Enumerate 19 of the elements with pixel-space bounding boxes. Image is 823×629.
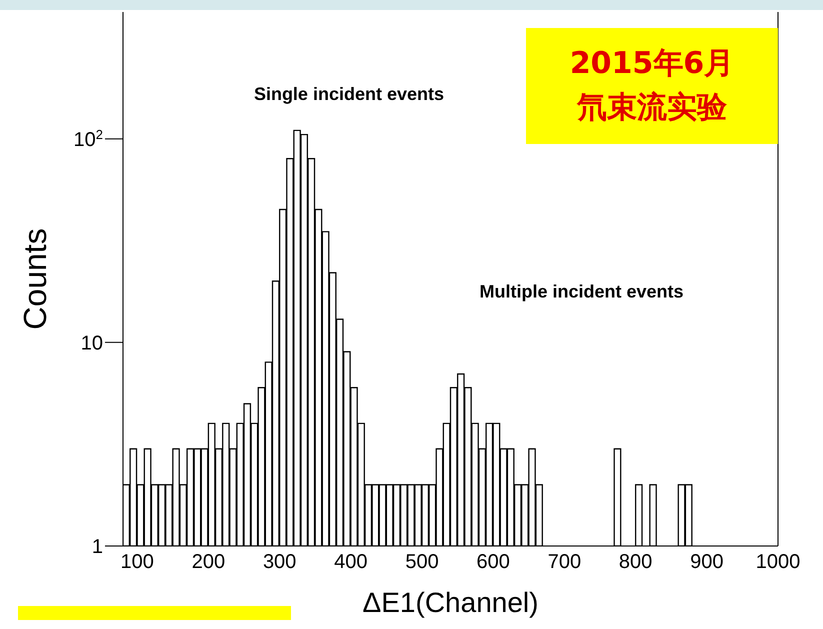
- x-tick-label: 600: [476, 551, 510, 574]
- x-tick-label: 700: [548, 551, 582, 574]
- y-tick-label: 1: [92, 536, 103, 558]
- x-axis-title: ΔE1(Channel): [362, 587, 538, 618]
- x-tick-label: 900: [690, 551, 724, 574]
- x-tick-label: 300: [262, 551, 296, 574]
- x-tick-label: 1000: [756, 551, 800, 574]
- x-tick-label: 100: [120, 551, 154, 574]
- x-tick-label: 500: [405, 551, 439, 574]
- y-tick-label: 10: [80, 332, 103, 354]
- x-tick-label: 400: [334, 551, 368, 574]
- x-tick-label: 800: [618, 551, 652, 574]
- annotation: Single incident events: [254, 84, 444, 104]
- y-axis-title: Counts: [17, 228, 53, 330]
- y-tick-label: 10$^{2}$: [74, 126, 103, 151]
- annotation: Multiple incident events: [479, 282, 684, 302]
- x-tick-label: 200: [192, 551, 226, 574]
- text: 2015年6月: [568, 45, 736, 83]
- text: 氘束流实验: [576, 89, 728, 127]
